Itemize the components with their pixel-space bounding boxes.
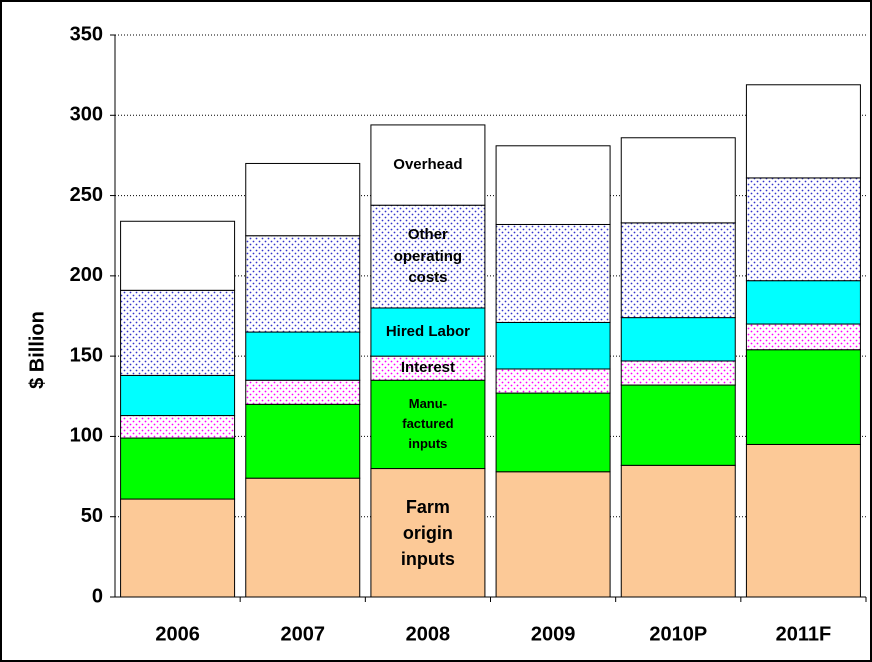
bar-segment	[495, 471, 611, 598]
bar-segment	[120, 437, 236, 500]
bar-segment	[620, 137, 736, 224]
bar-segment	[495, 368, 611, 394]
series-label: Hired Labor	[385, 323, 470, 341]
bar-segment	[245, 235, 361, 333]
segment-label-box: Hired Labor	[385, 323, 470, 341]
bar-segment	[495, 145, 611, 225]
bar-segment	[370, 124, 486, 206]
x-tick-label: 2006	[155, 623, 200, 645]
segment-label-box: Farm origin inputs	[400, 496, 455, 569]
series-label: Other operating costs	[393, 225, 463, 287]
bar-segment	[120, 498, 236, 598]
bar-segment	[620, 317, 736, 362]
bar-segment	[245, 379, 361, 405]
y-tick-label: 250	[70, 184, 103, 206]
y-tick-label: 300	[70, 104, 103, 126]
bar-segment	[245, 403, 361, 479]
segment-label-box: Overhead	[393, 156, 463, 174]
bar-segment	[620, 222, 736, 319]
bar-segment	[745, 349, 861, 445]
bar-segment	[745, 177, 861, 282]
x-tick-label: 2009	[531, 623, 576, 645]
x-tick-label: 2010P	[649, 623, 707, 645]
bar-segment	[120, 289, 236, 376]
x-tick-label: 2008	[406, 623, 451, 645]
bar-segment	[370, 204, 486, 309]
bar-segment	[745, 84, 861, 179]
bar-segment	[745, 323, 861, 351]
bar-segment	[245, 162, 361, 237]
series-label: Farm origin inputs	[400, 496, 455, 569]
bar-segment	[620, 360, 736, 386]
y-tick-label: 50	[81, 505, 103, 527]
bar-segment	[745, 280, 861, 325]
x-tick-label: 2011F	[776, 623, 832, 645]
y-tick-label: 200	[70, 264, 103, 286]
y-tick-label: 150	[70, 344, 103, 366]
bar-segment	[120, 220, 236, 291]
bar-segment	[620, 384, 736, 466]
bar-segment	[370, 468, 486, 598]
y-tick-label: 0	[92, 585, 103, 607]
segment-label-box: Interest	[400, 359, 455, 377]
series-label: Overhead	[393, 156, 463, 174]
bar-segment	[370, 307, 486, 357]
bar-segment	[495, 321, 611, 370]
y-axis-label: $ Billion	[26, 311, 48, 389]
series-label: Interest	[400, 359, 455, 377]
bar-segment	[495, 392, 611, 473]
x-tick-label: 2007	[281, 623, 326, 645]
bar-segment	[620, 464, 736, 598]
bar-segment	[245, 477, 361, 598]
y-tick-label: 100	[70, 425, 103, 447]
segment-label-box: Manu- factured inputs	[402, 396, 454, 452]
bar-segment	[245, 331, 361, 381]
bar-segment	[370, 355, 486, 381]
y-tick-label: 350	[70, 23, 103, 45]
bar-segment	[495, 223, 611, 323]
segment-label-box: Other operating costs	[393, 225, 463, 287]
bar-segment	[120, 374, 236, 417]
bar-segment	[120, 415, 236, 439]
series-label: Manu- factured inputs	[402, 396, 454, 452]
bar-segment	[745, 443, 861, 598]
